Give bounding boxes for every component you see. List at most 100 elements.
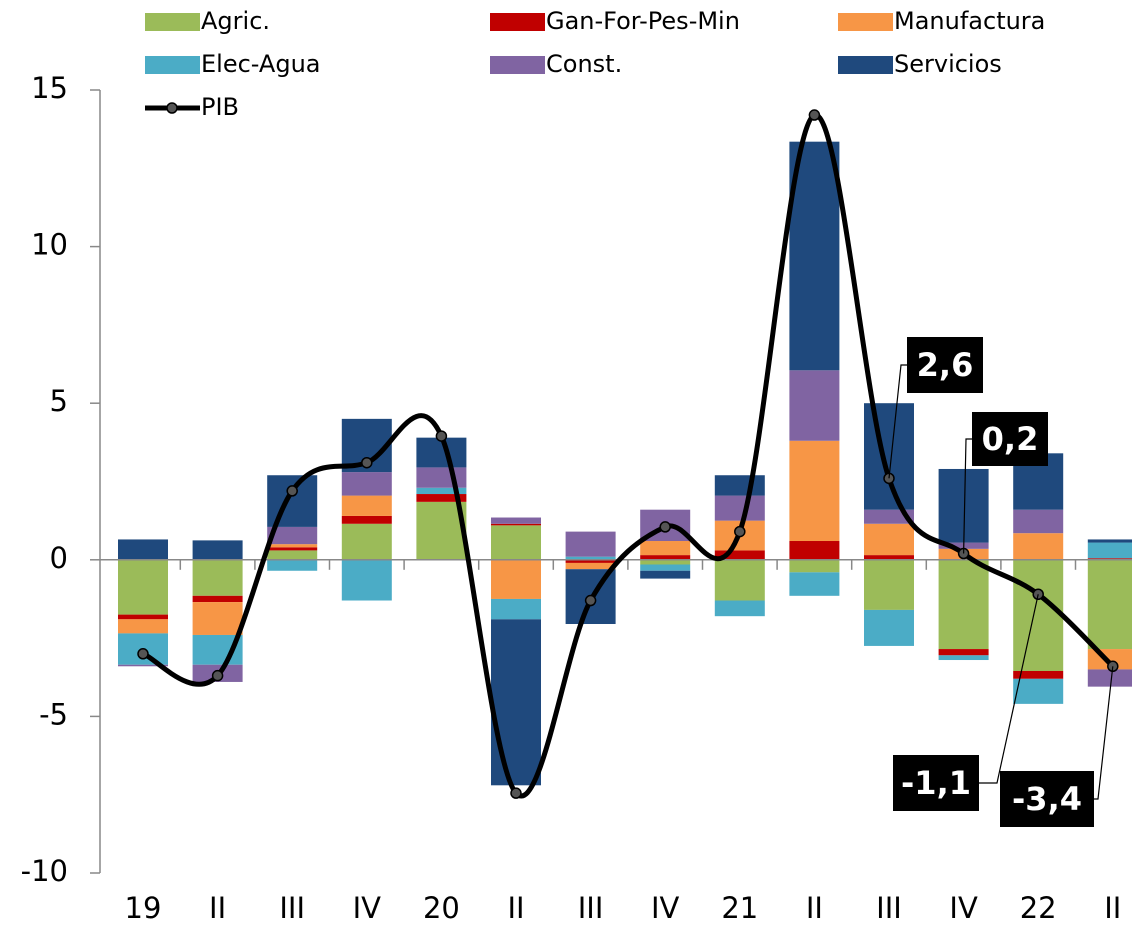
bar	[491, 619, 541, 786]
y-tick-label: -5	[39, 697, 68, 731]
bar	[118, 664, 168, 667]
bar	[118, 614, 168, 620]
bar	[1087, 558, 1132, 560]
legend-label: Elec-Agua	[201, 50, 321, 78]
data-label: 2,6	[917, 346, 974, 384]
x-tick-label: II	[209, 891, 226, 925]
data-label: -1,1	[901, 764, 971, 802]
bar	[938, 559, 989, 650]
bar	[565, 556, 616, 560]
line	[141, 112, 1115, 799]
legend-swatch	[838, 56, 893, 74]
bar	[491, 517, 541, 524]
legend-label: Agric.	[201, 7, 270, 35]
bar	[192, 602, 243, 635]
bar	[341, 472, 392, 496]
bar	[789, 370, 840, 441]
x-tick-label: IV	[353, 891, 382, 925]
bar	[714, 559, 765, 601]
bar	[640, 541, 691, 556]
bar	[341, 523, 392, 560]
bar	[1087, 539, 1132, 543]
x-tick-label: 21	[721, 891, 758, 925]
bar	[714, 475, 765, 496]
bar	[267, 547, 318, 551]
bar	[491, 525, 541, 560]
x-tick-label: IV	[651, 891, 680, 925]
bar	[864, 403, 914, 510]
x-tick-label: II	[806, 891, 823, 925]
bar	[864, 609, 914, 646]
legend-label: Servicios	[894, 50, 1002, 78]
leader-line	[979, 594, 1039, 784]
bar	[416, 494, 467, 502]
data-label: 0,2	[982, 420, 1039, 458]
bar	[1013, 509, 1064, 534]
line-marker	[137, 648, 149, 660]
bar	[789, 572, 840, 596]
x-tick-label: II	[1104, 891, 1121, 925]
bar	[341, 559, 392, 601]
bar	[789, 559, 840, 573]
y-tick-label: -10	[21, 854, 68, 888]
legend-swatch	[490, 56, 545, 74]
bar	[192, 595, 243, 603]
bar	[416, 467, 467, 488]
line-marker	[361, 456, 373, 469]
bar	[267, 559, 318, 571]
bar	[491, 523, 541, 526]
bar	[267, 475, 318, 527]
bar	[565, 559, 616, 563]
line-marker	[211, 669, 224, 682]
bar	[789, 541, 840, 560]
bar	[1013, 678, 1064, 704]
line-marker	[659, 521, 671, 533]
x-tick-label: III	[279, 891, 305, 925]
line-marker	[808, 109, 821, 121]
x-tick-label: III	[876, 891, 902, 925]
bar	[1087, 542, 1132, 559]
legend-marker	[166, 102, 178, 114]
x-tick-label: 20	[423, 891, 460, 925]
bar	[640, 564, 691, 571]
bar	[864, 559, 914, 610]
x-tick-label: 19	[125, 891, 162, 925]
bar	[714, 495, 765, 521]
bar	[416, 487, 467, 495]
bar	[864, 523, 914, 556]
data-label-box	[972, 412, 1048, 466]
legend-label: Gan-For-Pes-Min	[546, 7, 740, 35]
line-marker	[510, 787, 522, 799]
x-tick-label: III	[578, 891, 604, 925]
data-label-box	[893, 755, 979, 811]
bar	[640, 555, 691, 560]
bar	[789, 141, 840, 371]
x-tick-label: II	[507, 891, 524, 925]
x-tick-label: IV	[949, 891, 978, 925]
bar	[1087, 559, 1132, 650]
data-label: -3,4	[1012, 780, 1082, 818]
y-tick-label: 10	[31, 228, 68, 262]
bar	[267, 526, 318, 545]
data-label-box	[1000, 771, 1094, 827]
legend-label: PIB	[201, 93, 239, 121]
bar	[341, 515, 392, 524]
line-marker	[734, 525, 746, 538]
bar	[938, 655, 989, 661]
y-tick-label: 15	[31, 71, 68, 105]
bar	[714, 550, 765, 560]
bar	[1013, 533, 1064, 560]
bar	[118, 539, 168, 560]
bar	[640, 559, 691, 565]
data-label-box	[907, 337, 983, 393]
legend-swatch	[145, 13, 200, 31]
bar	[565, 531, 616, 557]
bar	[192, 559, 243, 596]
bar	[491, 598, 541, 620]
bar	[640, 570, 691, 579]
line-marker	[435, 430, 448, 442]
bar	[1013, 559, 1064, 671]
legend-label: Const.	[546, 50, 622, 78]
bar	[118, 559, 168, 615]
